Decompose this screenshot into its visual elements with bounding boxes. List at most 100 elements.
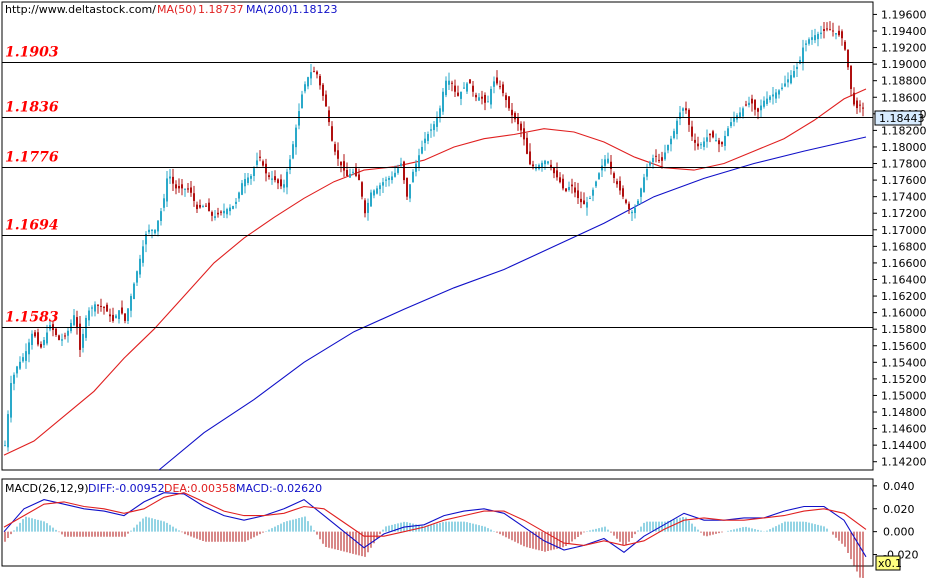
candle-up	[88, 310, 90, 321]
candle-up	[607, 158, 609, 163]
candle-up	[772, 94, 774, 97]
macd-dea-line	[3, 492, 867, 546]
y-tick-label: 1.14800	[881, 406, 927, 419]
candle-down	[514, 113, 516, 120]
candle-down	[274, 176, 276, 181]
candle-up	[808, 39, 810, 44]
y-tick-label: 1.15000	[881, 389, 927, 402]
candle-up	[634, 207, 636, 214]
candle-up	[310, 72, 312, 79]
candle-down	[712, 131, 714, 138]
y-tick-label: 1.16200	[881, 290, 927, 303]
candle-up	[682, 108, 684, 111]
macd-diff: DIFF:-0.00952	[88, 482, 165, 495]
candle-up	[802, 47, 804, 64]
y-tick-label: 1.19000	[881, 58, 927, 71]
candle-up	[151, 229, 153, 231]
candle-up	[289, 159, 291, 170]
candle-up	[7, 414, 9, 448]
candle-up	[637, 200, 639, 205]
candle-up	[400, 163, 402, 166]
candle-down	[481, 96, 483, 99]
y-tick-label: 1.19600	[881, 8, 927, 21]
candle-up	[748, 102, 750, 106]
candle-down	[559, 177, 561, 183]
ma200-path	[158, 136, 867, 471]
candle-up	[436, 117, 438, 127]
candle-up	[424, 138, 426, 144]
candle-down	[217, 212, 219, 215]
candle-down	[109, 314, 111, 317]
candle-down	[355, 168, 357, 176]
candle-up	[349, 173, 351, 178]
candle-up	[376, 188, 378, 194]
candle-up	[730, 122, 732, 127]
candle-down	[508, 96, 510, 109]
candle-up	[394, 172, 396, 177]
candle-down	[124, 313, 126, 321]
y-tick-label: 1.16000	[881, 307, 927, 320]
candle-down	[58, 335, 60, 340]
candle-down	[721, 142, 723, 145]
candle-up	[670, 138, 672, 145]
candle-up	[256, 160, 258, 165]
candle-up	[352, 171, 354, 173]
candle-up	[445, 80, 447, 96]
y-tick-label: 1.19400	[881, 25, 927, 38]
candle-up	[292, 144, 294, 159]
candle-up	[793, 71, 795, 78]
y-tick-label: 1.18800	[881, 75, 927, 88]
candle-up	[169, 176, 171, 179]
candle-down	[322, 84, 324, 96]
candle-up	[130, 296, 132, 311]
candle-down	[196, 204, 198, 210]
candle-down	[469, 79, 471, 84]
candle-up	[784, 83, 786, 87]
candle-down	[328, 110, 330, 123]
macd-tick-label: 0.040	[883, 480, 915, 493]
candle-up	[631, 211, 633, 214]
candle-down	[358, 174, 360, 181]
macd-tick-label: 0.020	[883, 503, 915, 516]
candlesticks	[4, 21, 864, 452]
candle-down	[199, 205, 201, 208]
ma50-value: 1.18737	[198, 3, 244, 16]
candle-down	[847, 49, 849, 68]
macd-tick-label: 0.000	[883, 526, 915, 539]
candle-up	[388, 178, 390, 180]
candle-up	[487, 101, 489, 103]
candle-down	[661, 157, 663, 161]
ma200-value: 1.18123	[292, 3, 338, 16]
y-tick-label: 1.18600	[881, 91, 927, 104]
candle-up	[544, 160, 546, 165]
candle-down	[280, 179, 282, 187]
y-tick-label: 1.16400	[881, 273, 927, 286]
candle-up	[235, 201, 237, 204]
candle-down	[268, 175, 270, 177]
candle-up	[664, 152, 666, 160]
candle-down	[757, 108, 759, 112]
candle-down	[829, 29, 831, 31]
candle-up	[148, 229, 150, 233]
candle-up	[535, 166, 537, 170]
candle-up	[598, 173, 600, 179]
candle-down	[193, 193, 195, 201]
candle-up	[724, 135, 726, 146]
candle-up	[586, 202, 588, 208]
candle-up	[397, 168, 399, 173]
candle-down	[277, 179, 279, 184]
candle-down	[55, 328, 57, 335]
candle-down	[613, 173, 615, 179]
y-tick-label: 1.16600	[881, 257, 927, 270]
candle-up	[766, 98, 768, 105]
candle-up	[727, 128, 729, 137]
candle-up	[763, 100, 765, 107]
ma50-path	[3, 88, 867, 456]
candle-down	[823, 29, 825, 31]
candle-down	[175, 184, 177, 189]
candle-down	[511, 109, 513, 116]
candle-down	[862, 107, 864, 109]
candle-down	[319, 75, 321, 86]
support-resistance-levels: 1.1903 1.1836 1.1776 1.1694 1.1583	[2, 45, 873, 328]
